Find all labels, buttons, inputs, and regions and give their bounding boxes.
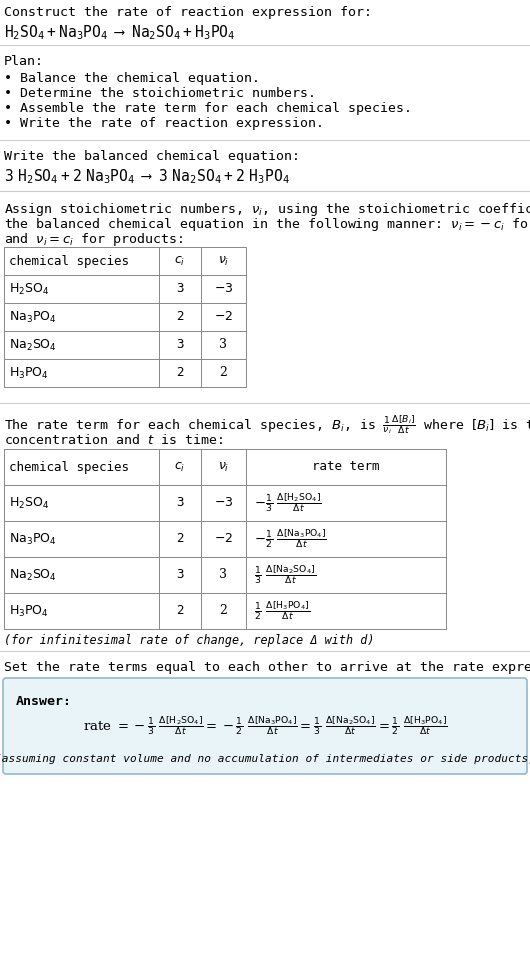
Text: $\mathrm{Na_2SO_4}$: $\mathrm{Na_2SO_4}$ bbox=[9, 337, 57, 353]
Bar bbox=[4, 247, 246, 387]
Text: Write the balanced chemical equation:: Write the balanced chemical equation: bbox=[4, 150, 300, 163]
Text: the balanced chemical equation in the following manner: $\nu_i = -c_i$ for react: the balanced chemical equation in the fo… bbox=[4, 216, 530, 233]
Text: 3: 3 bbox=[176, 282, 184, 296]
FancyBboxPatch shape bbox=[3, 678, 527, 774]
Text: $\nu_i$: $\nu_i$ bbox=[218, 461, 229, 473]
Text: $\mathrm{H_3PO_4}$: $\mathrm{H_3PO_4}$ bbox=[9, 366, 49, 380]
Text: $\mathrm{H_2SO_4}$: $\mathrm{H_2SO_4}$ bbox=[9, 281, 49, 297]
Text: 3: 3 bbox=[176, 338, 184, 352]
Text: 2: 2 bbox=[176, 367, 184, 379]
Text: $\mathrm{Na_3PO_4}$: $\mathrm{Na_3PO_4}$ bbox=[9, 310, 57, 324]
Text: 2: 2 bbox=[219, 367, 227, 379]
Text: chemical species: chemical species bbox=[9, 255, 129, 268]
Text: Set the rate terms equal to each other to arrive at the rate expression:: Set the rate terms equal to each other t… bbox=[4, 661, 530, 674]
Text: $-3$: $-3$ bbox=[214, 282, 233, 296]
Text: 3: 3 bbox=[219, 338, 227, 352]
Text: • Balance the chemical equation.: • Balance the chemical equation. bbox=[4, 72, 260, 85]
Text: $\mathrm{H_2SO_4}$: $\mathrm{H_2SO_4}$ bbox=[9, 496, 49, 511]
Text: $\nu_i$: $\nu_i$ bbox=[218, 255, 229, 268]
Text: concentration and $t$ is time:: concentration and $t$ is time: bbox=[4, 433, 223, 447]
Text: Plan:: Plan: bbox=[4, 55, 44, 68]
Text: 2: 2 bbox=[176, 532, 184, 546]
Text: $-3$: $-3$ bbox=[214, 497, 233, 510]
Text: 2: 2 bbox=[176, 605, 184, 617]
Text: 3: 3 bbox=[176, 497, 184, 510]
Text: rate term: rate term bbox=[312, 461, 380, 473]
Text: $\mathtt{3\ H_2SO_4 + 2\ Na_3PO_4 \ {\longrightarrow} \ 3\ Na_2SO_4 + 2\ H_3PO_4: $\mathtt{3\ H_2SO_4 + 2\ Na_3PO_4 \ {\lo… bbox=[4, 167, 290, 185]
Text: $-\frac{1}{2}\ \frac{\Delta[\mathrm{Na_3PO_4}]}{\Delta t}$: $-\frac{1}{2}\ \frac{\Delta[\mathrm{Na_3… bbox=[254, 527, 327, 551]
Text: and $\nu_i = c_i$ for products:: and $\nu_i = c_i$ for products: bbox=[4, 231, 183, 248]
Text: • Assemble the rate term for each chemical species.: • Assemble the rate term for each chemic… bbox=[4, 102, 412, 115]
Text: 2: 2 bbox=[219, 605, 227, 617]
Text: $-\frac{1}{3}\ \frac{\Delta[\mathrm{H_2SO_4}]}{\Delta t}$: $-\frac{1}{3}\ \frac{\Delta[\mathrm{H_2S… bbox=[254, 492, 322, 514]
Text: chemical species: chemical species bbox=[9, 461, 129, 473]
Text: $\mathrm{H_3PO_4}$: $\mathrm{H_3PO_4}$ bbox=[9, 604, 49, 618]
Text: 3: 3 bbox=[219, 568, 227, 581]
Text: The rate term for each chemical species, $B_i$, is $\frac{1}{\nu_i}\frac{\Delta[: The rate term for each chemical species,… bbox=[4, 413, 530, 436]
Text: $\mathtt{H_2SO_4 + Na_3PO_4 \ {\longrightarrow} \ Na_2SO_4 + H_3PO_4}$: $\mathtt{H_2SO_4 + Na_3PO_4 \ {\longrigh… bbox=[4, 23, 235, 42]
Text: (for infinitesimal rate of change, replace Δ with d): (for infinitesimal rate of change, repla… bbox=[4, 634, 375, 647]
Text: $c_i$: $c_i$ bbox=[174, 255, 186, 268]
Text: $c_i$: $c_i$ bbox=[174, 461, 186, 473]
Text: Construct the rate of reaction expression for:: Construct the rate of reaction expressio… bbox=[4, 6, 372, 19]
Bar bbox=[4, 449, 446, 629]
Text: rate $= -\frac{1}{3}\ \frac{\Delta[\mathrm{H_2SO_4}]}{\Delta t}= -\frac{1}{2}\ \: rate $= -\frac{1}{3}\ \frac{\Delta[\math… bbox=[83, 714, 447, 737]
Text: (assuming constant volume and no accumulation of intermediates or side products): (assuming constant volume and no accumul… bbox=[0, 754, 530, 764]
Text: Assign stoichiometric numbers, $\nu_i$, using the stoichiometric coefficients, $: Assign stoichiometric numbers, $\nu_i$, … bbox=[4, 201, 530, 218]
Text: $\mathrm{Na_3PO_4}$: $\mathrm{Na_3PO_4}$ bbox=[9, 531, 57, 547]
Text: $-2$: $-2$ bbox=[214, 311, 233, 323]
Text: Answer:: Answer: bbox=[16, 695, 72, 708]
Text: $\frac{1}{2}\ \frac{\Delta[\mathrm{H_3PO_4}]}{\Delta t}$: $\frac{1}{2}\ \frac{\Delta[\mathrm{H_3PO… bbox=[254, 600, 310, 622]
Text: 3: 3 bbox=[176, 568, 184, 581]
Text: • Write the rate of reaction expression.: • Write the rate of reaction expression. bbox=[4, 117, 324, 130]
Text: $\mathrm{Na_2SO_4}$: $\mathrm{Na_2SO_4}$ bbox=[9, 567, 57, 582]
Text: $\frac{1}{3}\ \frac{\Delta[\mathrm{Na_2SO_4}]}{\Delta t}$: $\frac{1}{3}\ \frac{\Delta[\mathrm{Na_2S… bbox=[254, 564, 316, 586]
Text: $-2$: $-2$ bbox=[214, 532, 233, 546]
Text: 2: 2 bbox=[176, 311, 184, 323]
Text: • Determine the stoichiometric numbers.: • Determine the stoichiometric numbers. bbox=[4, 87, 316, 100]
